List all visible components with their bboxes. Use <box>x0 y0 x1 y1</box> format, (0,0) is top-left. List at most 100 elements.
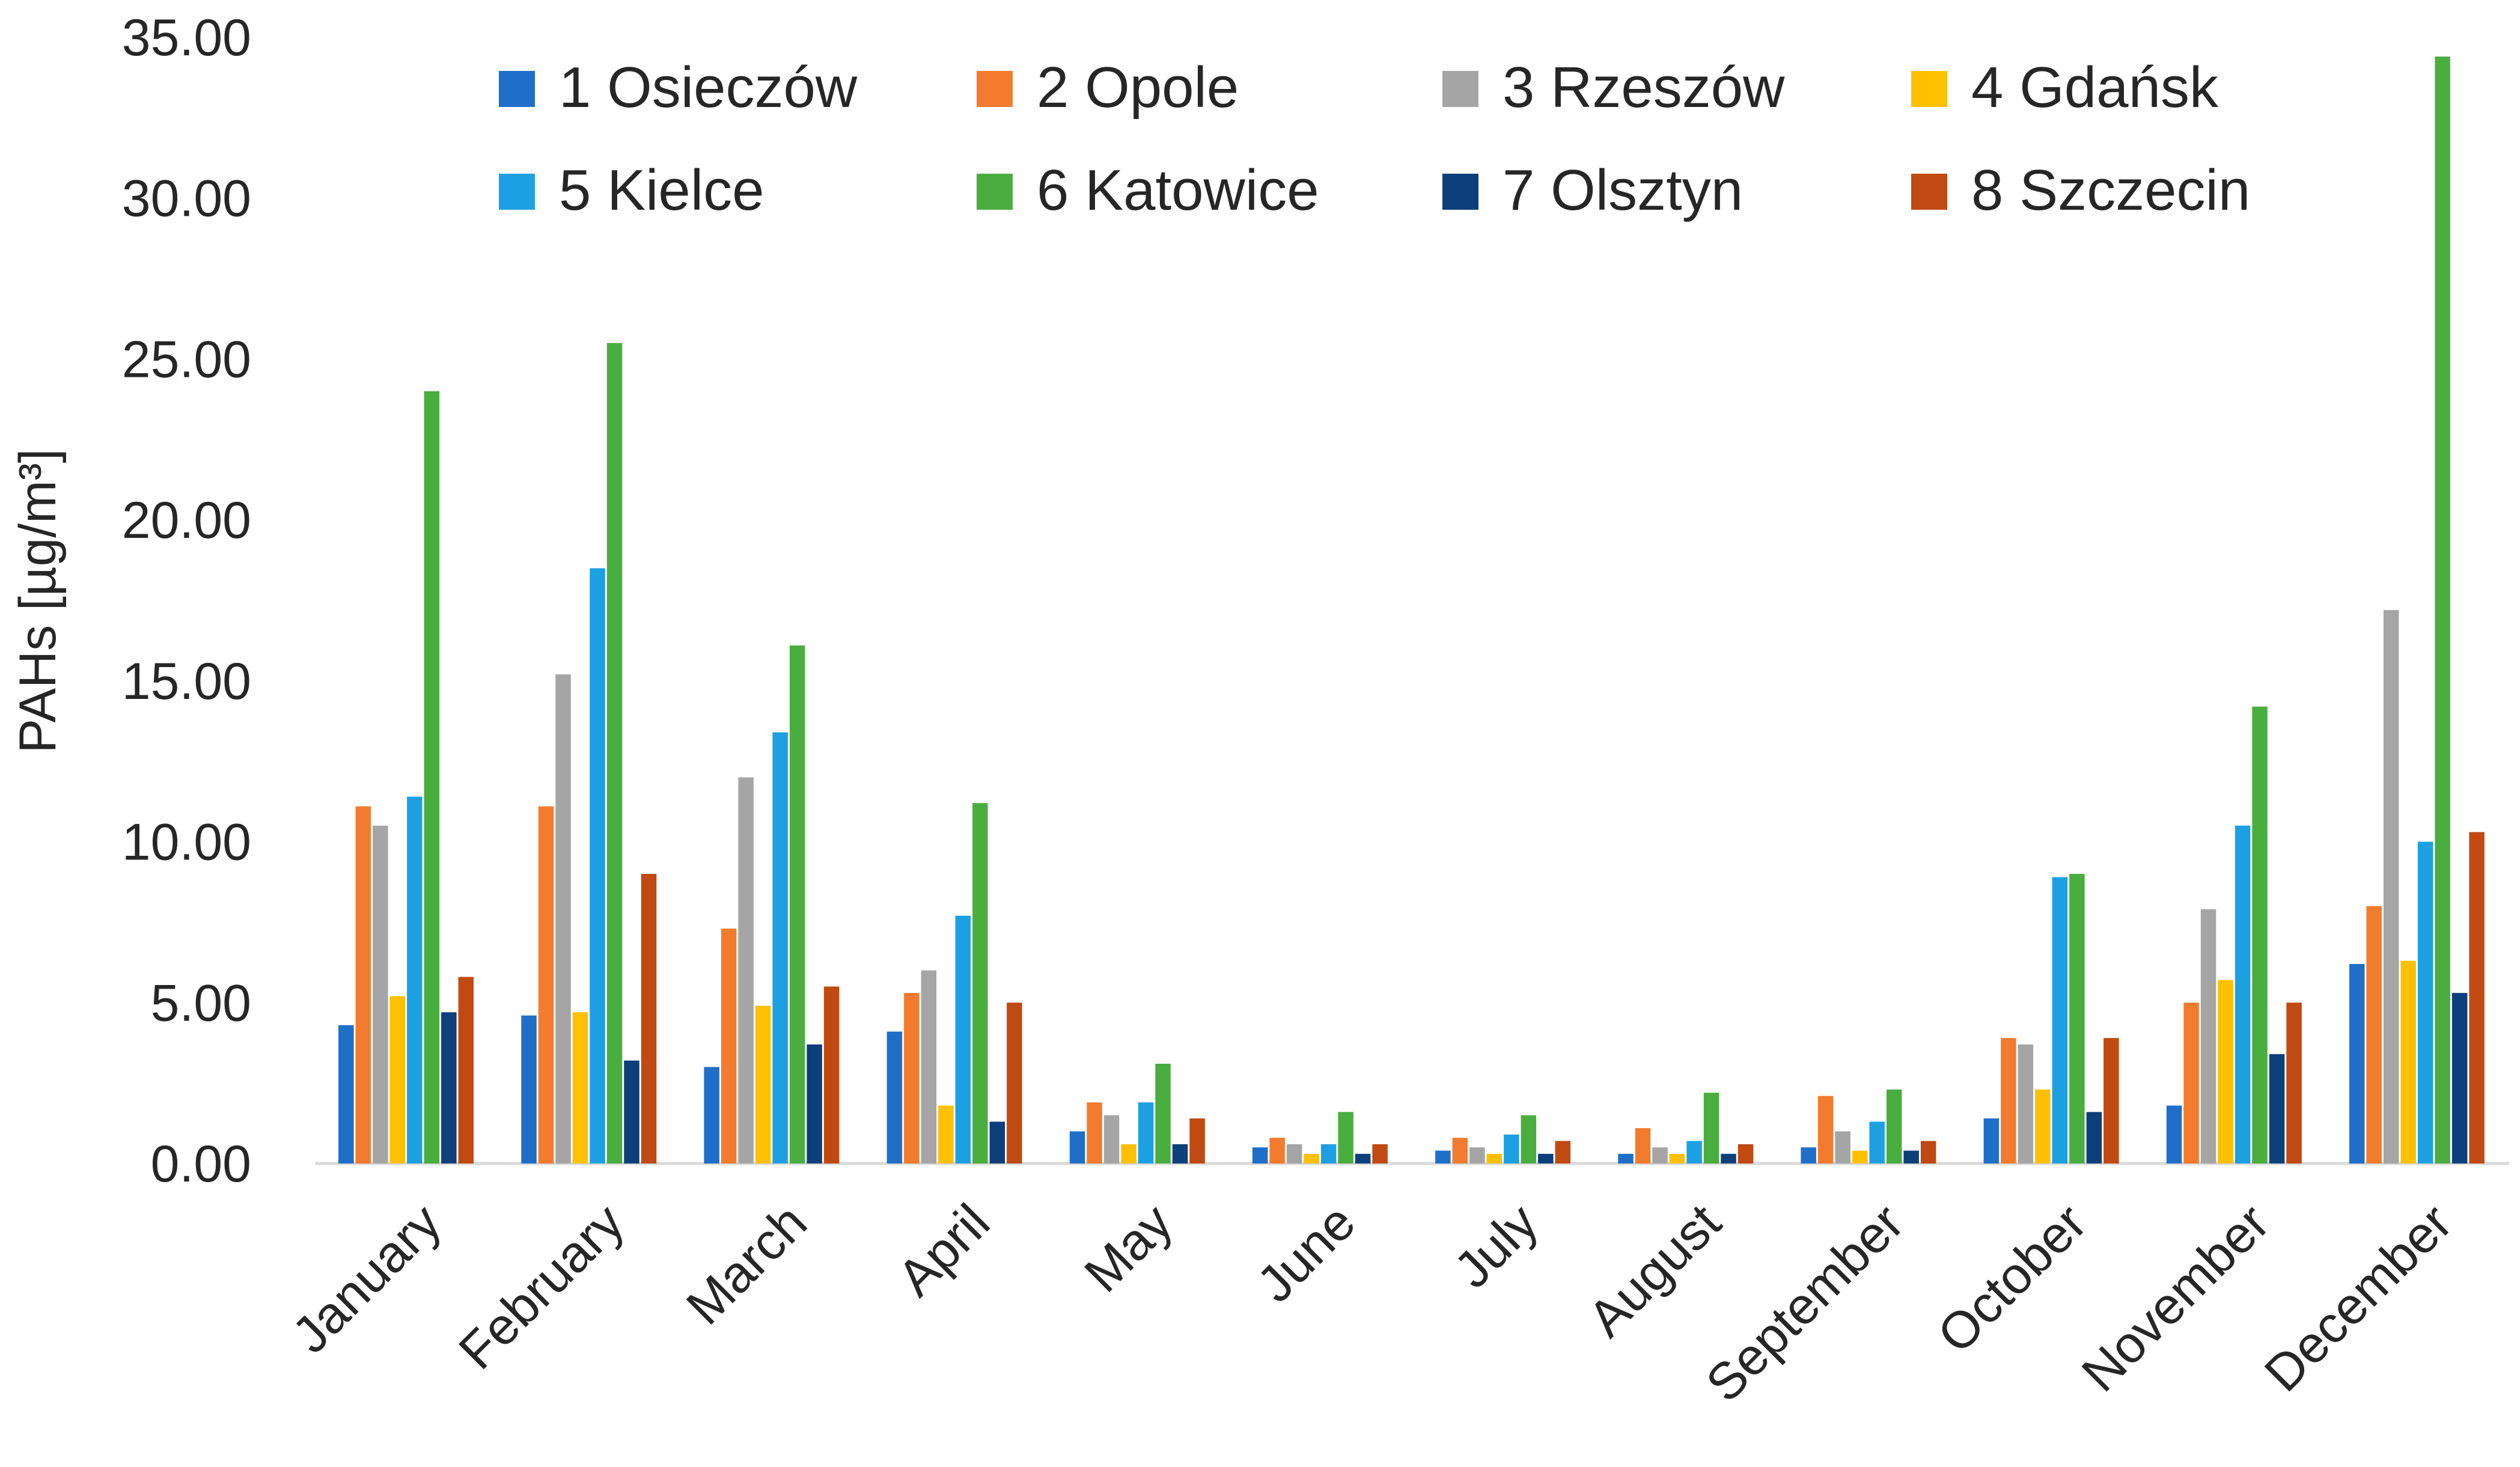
bar-5-december <box>2417 841 2433 1164</box>
bar-1-november <box>2166 1105 2182 1164</box>
bar-8-december <box>2469 832 2485 1164</box>
bar-7-august <box>1721 1153 1736 1164</box>
y-tick-label: 5.00 <box>151 974 251 1032</box>
legend-swatch <box>1911 71 1947 107</box>
bar-7-december <box>2451 993 2468 1164</box>
bar-1-march <box>704 1067 719 1164</box>
bar-6-march <box>789 645 805 1164</box>
bar-4-december <box>2400 960 2416 1164</box>
bar-6-november <box>2252 706 2268 1164</box>
legend-swatch <box>1911 174 1947 210</box>
bar-8-march <box>823 986 840 1164</box>
y-axis-title: PAHs [µg/m³] <box>9 449 67 754</box>
legend-swatch <box>499 174 535 210</box>
bar-1-december <box>2349 964 2365 1164</box>
x-tick-label: April <box>886 1194 1001 1308</box>
bar-7-july <box>1538 1153 1554 1164</box>
bar-4-march <box>755 1005 771 1164</box>
bar-8-june <box>1372 1144 1388 1164</box>
x-tick-label: March <box>676 1194 818 1336</box>
bar-3-february <box>555 674 571 1164</box>
legend-label: 1 Osieczów <box>559 55 858 120</box>
bar-1-january <box>338 1025 354 1164</box>
bar-8-september <box>1920 1141 1936 1164</box>
y-tick-label: 35.00 <box>122 9 251 67</box>
x-tick-label: July <box>1443 1194 1549 1299</box>
x-tick-label: October <box>1927 1194 2097 1364</box>
x-tick-label: December <box>2254 1194 2463 1403</box>
bar-3-september <box>1835 1131 1850 1164</box>
bars <box>338 56 2485 1164</box>
bar-6-september <box>1886 1089 1902 1164</box>
y-tick-label: 30.00 <box>122 170 251 228</box>
bar-8-january <box>458 977 474 1164</box>
bar-8-august <box>1737 1144 1754 1164</box>
bar-4-october <box>2035 1089 2051 1164</box>
bar-2-september <box>1817 1096 1834 1164</box>
bar-8-april <box>1007 1002 1022 1164</box>
y-tick-label: 0.00 <box>151 1135 251 1193</box>
bar-3-july <box>1469 1147 1485 1164</box>
bar-3-november <box>2200 909 2216 1164</box>
x-tick-label: May <box>1073 1194 1183 1304</box>
bar-8-may <box>1189 1118 1205 1164</box>
bar-2-january <box>355 806 371 1164</box>
bar-7-may <box>1172 1144 1188 1164</box>
bar-6-december <box>2435 56 2450 1164</box>
bar-4-august <box>1669 1153 1685 1164</box>
bar-7-march <box>807 1044 822 1164</box>
bar-2-december <box>2366 906 2382 1164</box>
bar-2-may <box>1087 1102 1102 1164</box>
legend: 1 Osieczów 2 Opole 3 Rzeszów 4 Gdańsk 5 Kiel… <box>499 55 2250 222</box>
bar-3-january <box>373 825 388 1164</box>
bar-5-august <box>1686 1141 1702 1164</box>
bar-3-august <box>1652 1147 1668 1164</box>
bar-5-september <box>1869 1121 1885 1164</box>
legend-label: 5 Kielce <box>559 158 764 222</box>
bar-2-april <box>904 993 920 1164</box>
legend-label: 7 Olsztyn <box>1503 158 1743 222</box>
bar-3-june <box>1286 1144 1302 1164</box>
bar-4-july <box>1486 1153 1503 1164</box>
bar-3-october <box>2018 1044 2034 1164</box>
bar-4-january <box>389 996 406 1164</box>
x-tick-label: September <box>1695 1194 1914 1413</box>
y-tick-label: 15.00 <box>122 653 251 710</box>
bar-7-october <box>2086 1112 2102 1164</box>
legend-swatch <box>977 174 1013 210</box>
bar-6-july <box>1521 1115 1537 1164</box>
bar-4-september <box>1852 1150 1868 1164</box>
bar-3-december <box>2383 610 2399 1164</box>
bar-2-february <box>538 806 554 1164</box>
bar-5-february <box>590 568 605 1164</box>
bar-7-april <box>989 1121 1005 1164</box>
bar-8-july <box>1555 1141 1571 1164</box>
x-tick-label: January <box>281 1194 452 1364</box>
bar-6-february <box>606 343 623 1164</box>
bar-2-november <box>2183 1002 2199 1164</box>
bar-1-august <box>1618 1153 1634 1164</box>
bar-5-october <box>2052 877 2068 1164</box>
bar-6-april <box>972 803 988 1164</box>
y-tick-label: 20.00 <box>122 492 251 549</box>
bar-2-august <box>1635 1128 1651 1164</box>
bar-1-february <box>521 1015 537 1164</box>
bar-6-may <box>1155 1064 1171 1164</box>
bar-6-august <box>1703 1093 1719 1164</box>
bar-7-september <box>1903 1150 1919 1164</box>
legend-swatch <box>977 71 1013 107</box>
bar-2-march <box>721 929 737 1164</box>
bar-1-october <box>1983 1118 2000 1164</box>
legend-label: 2 Opole <box>1037 55 1239 120</box>
bar-7-june <box>1355 1153 1371 1164</box>
legend-swatch <box>1442 174 1478 210</box>
x-tick-label: February <box>448 1194 635 1380</box>
legend-label: 4 Gdańsk <box>1971 55 2219 120</box>
bar-1-april <box>886 1031 903 1164</box>
bar-8-february <box>641 874 657 1164</box>
bar-3-april <box>921 970 937 1164</box>
bar-5-april <box>955 915 971 1164</box>
